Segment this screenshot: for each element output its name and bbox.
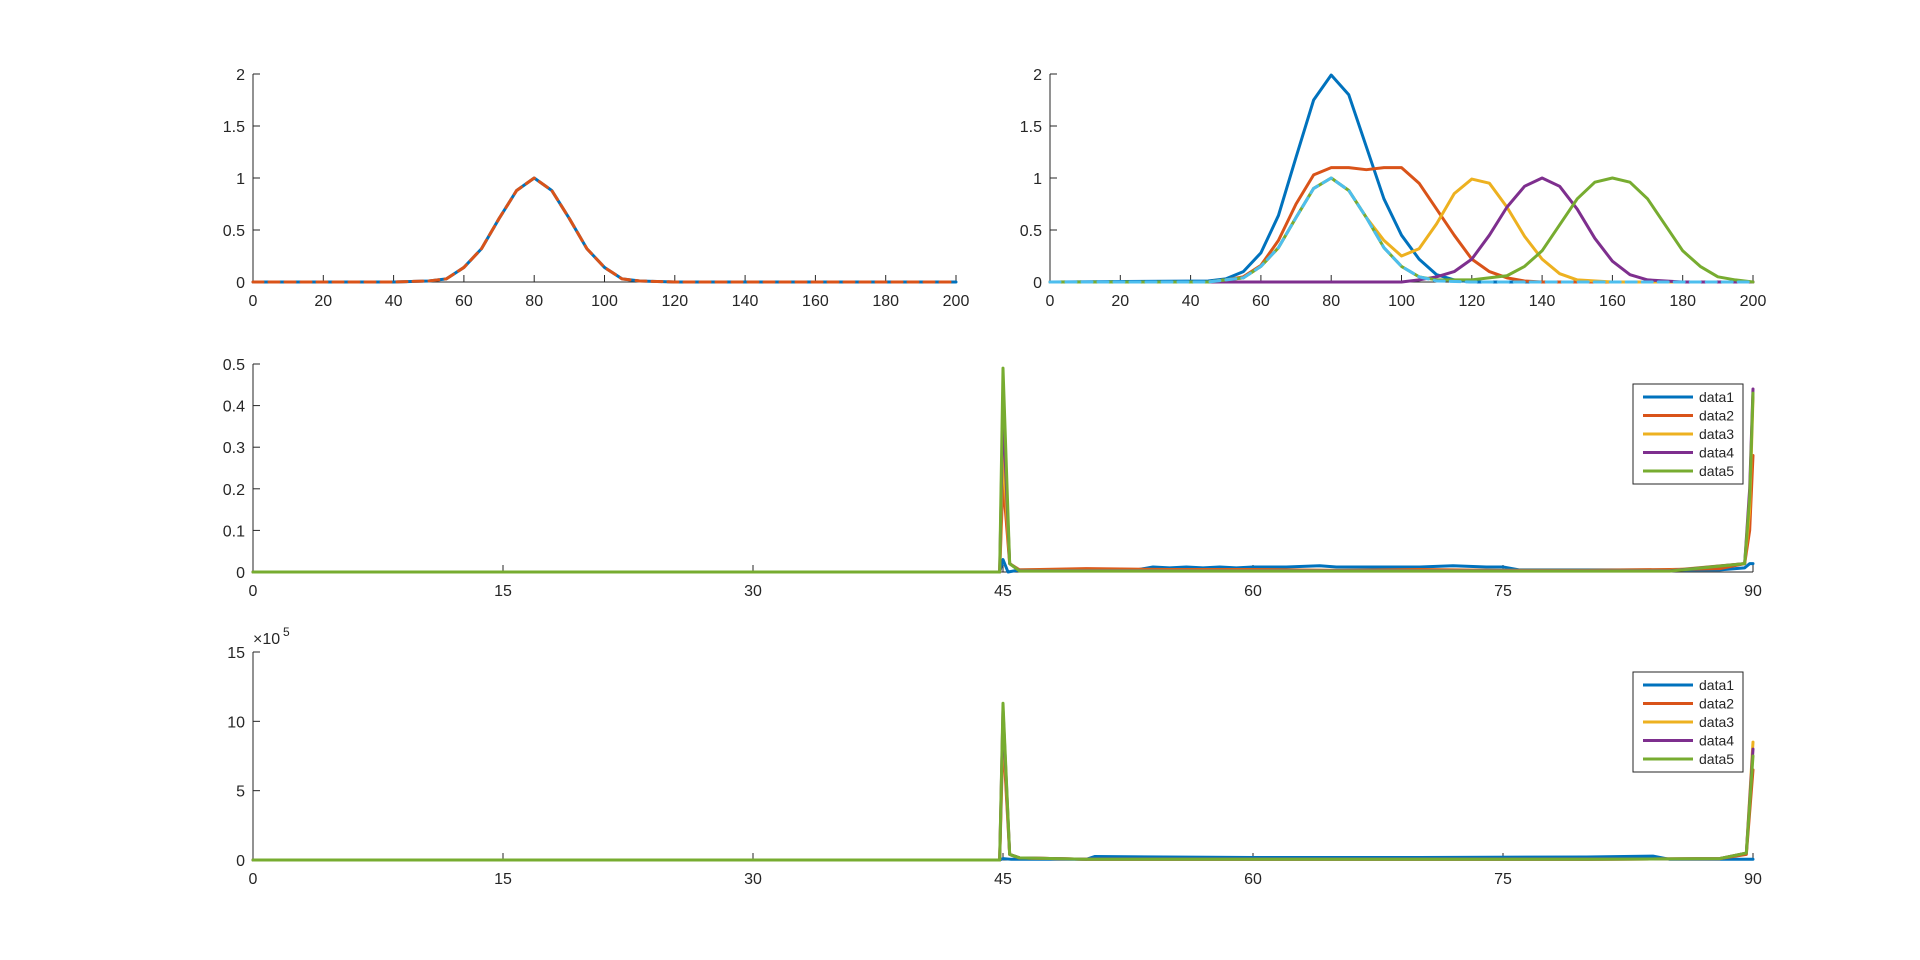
- x-tick-label: 100: [1388, 293, 1415, 310]
- x-tick-label: 60: [1252, 293, 1270, 310]
- x-tick-label: 45: [994, 871, 1012, 888]
- x-tick-label: 15: [494, 583, 512, 600]
- x-tick-label: 180: [872, 293, 899, 310]
- chart-1: 0 20 40 60 80 100 120 140 160 180 200 0 0.5 1 1.5 2: [223, 67, 970, 310]
- x-tick-label: 20: [314, 293, 332, 310]
- chart-3: 0 15 30 45 60 75 9000.10.20.30.40.5data1data2d…: [223, 357, 1762, 600]
- x-tick-label: 0: [249, 871, 258, 888]
- x-tick-label: 200: [943, 293, 970, 310]
- y-tick-label: 0.4: [223, 399, 245, 416]
- x-tick-label: 60: [1244, 583, 1262, 600]
- x-tick-label: 120: [1458, 293, 1485, 310]
- x-tick-label: 120: [661, 293, 688, 310]
- series-line-line1: [251, 176, 958, 284]
- y-tick-label: 10: [227, 714, 245, 731]
- x-tick-label: 60: [1244, 871, 1262, 888]
- series-line-line6: [1048, 176, 1755, 284]
- y-tick-label: 0.3: [223, 440, 245, 457]
- legend-label-data4: data4: [1699, 733, 1734, 749]
- x-tick-label: 140: [732, 293, 759, 310]
- y-tick-label: 2: [1033, 67, 1042, 84]
- y-tick-label: 0: [236, 565, 245, 582]
- series-line-data5: [251, 701, 1755, 862]
- legend-label-data2: data2: [1699, 696, 1734, 712]
- series-line-line5: [1048, 176, 1755, 284]
- x-tick-label: 45: [994, 583, 1012, 600]
- x-tick-label: 0: [249, 583, 258, 600]
- y-tick-label: 1.5: [223, 119, 245, 136]
- y-exponent-power: 5: [283, 625, 290, 639]
- x-tick-label: 0: [1046, 293, 1055, 310]
- y-tick-label: 1: [236, 171, 245, 188]
- chart-2: 0 20 40 60 80 100 120 140 160 180 200 0 0.5 1 1.5 2: [1020, 67, 1767, 310]
- y-tick-label: 0.2: [223, 482, 245, 499]
- x-tick-label: 15: [494, 871, 512, 888]
- x-tick-label: 160: [1599, 293, 1626, 310]
- series-line-line1: [1048, 73, 1755, 284]
- x-tick-label: 80: [1322, 293, 1340, 310]
- x-tick-label: 140: [1529, 293, 1556, 310]
- series-line-data5: [251, 366, 1755, 574]
- legend-label-data5: data5: [1699, 463, 1734, 479]
- y-tick-label: 0.1: [223, 523, 245, 540]
- y-tick-label: 15: [227, 645, 245, 662]
- x-tick-label: 40: [385, 293, 403, 310]
- y-tick-label: 0: [236, 853, 245, 870]
- x-tick-label: 75: [1494, 871, 1512, 888]
- legend-label-data1: data1: [1699, 677, 1734, 693]
- series-line-line4: [1048, 176, 1755, 284]
- y-exponent-label: ×10: [253, 631, 280, 648]
- y-tick-label: 0: [236, 275, 245, 292]
- legend-label-data5: data5: [1699, 751, 1734, 767]
- legend-label-data4: data4: [1699, 445, 1734, 461]
- x-tick-label: 60: [455, 293, 473, 310]
- legend-label-data1: data1: [1699, 389, 1734, 405]
- legend-label-data2: data2: [1699, 408, 1734, 424]
- x-tick-label: 90: [1744, 871, 1762, 888]
- y-tick-label: 1.5: [1020, 119, 1042, 136]
- legend-label-data3: data3: [1699, 714, 1734, 730]
- x-tick-label: 30: [744, 871, 762, 888]
- legend: data1 data2 data3 data4 data5: [1632, 671, 1744, 773]
- x-tick-label: 40: [1182, 293, 1200, 310]
- x-tick-label: 180: [1669, 293, 1696, 310]
- x-tick-label: 80: [525, 293, 543, 310]
- legend-label-data3: data3: [1699, 426, 1734, 442]
- y-tick-label: 0.5: [223, 357, 245, 374]
- y-tick-label: 1: [1033, 171, 1042, 188]
- y-tick-label: 0: [1033, 275, 1042, 292]
- series-line-line2: [251, 176, 958, 284]
- x-tick-label: 20: [1111, 293, 1129, 310]
- x-tick-label: 30: [744, 583, 762, 600]
- y-tick-label: 5: [236, 784, 245, 801]
- x-tick-label: 75: [1494, 583, 1512, 600]
- x-tick-label: 90: [1744, 583, 1762, 600]
- y-tick-label: 0.5: [1020, 223, 1042, 240]
- y-tick-label: 2: [236, 67, 245, 84]
- x-tick-label: 160: [802, 293, 829, 310]
- x-tick-label: 100: [591, 293, 618, 310]
- y-tick-label: 0.5: [223, 223, 245, 240]
- x-tick-label: 200: [1740, 293, 1767, 310]
- legend: data1 data2 data3 data4 data5: [1632, 383, 1744, 485]
- x-tick-label: 0: [249, 293, 258, 310]
